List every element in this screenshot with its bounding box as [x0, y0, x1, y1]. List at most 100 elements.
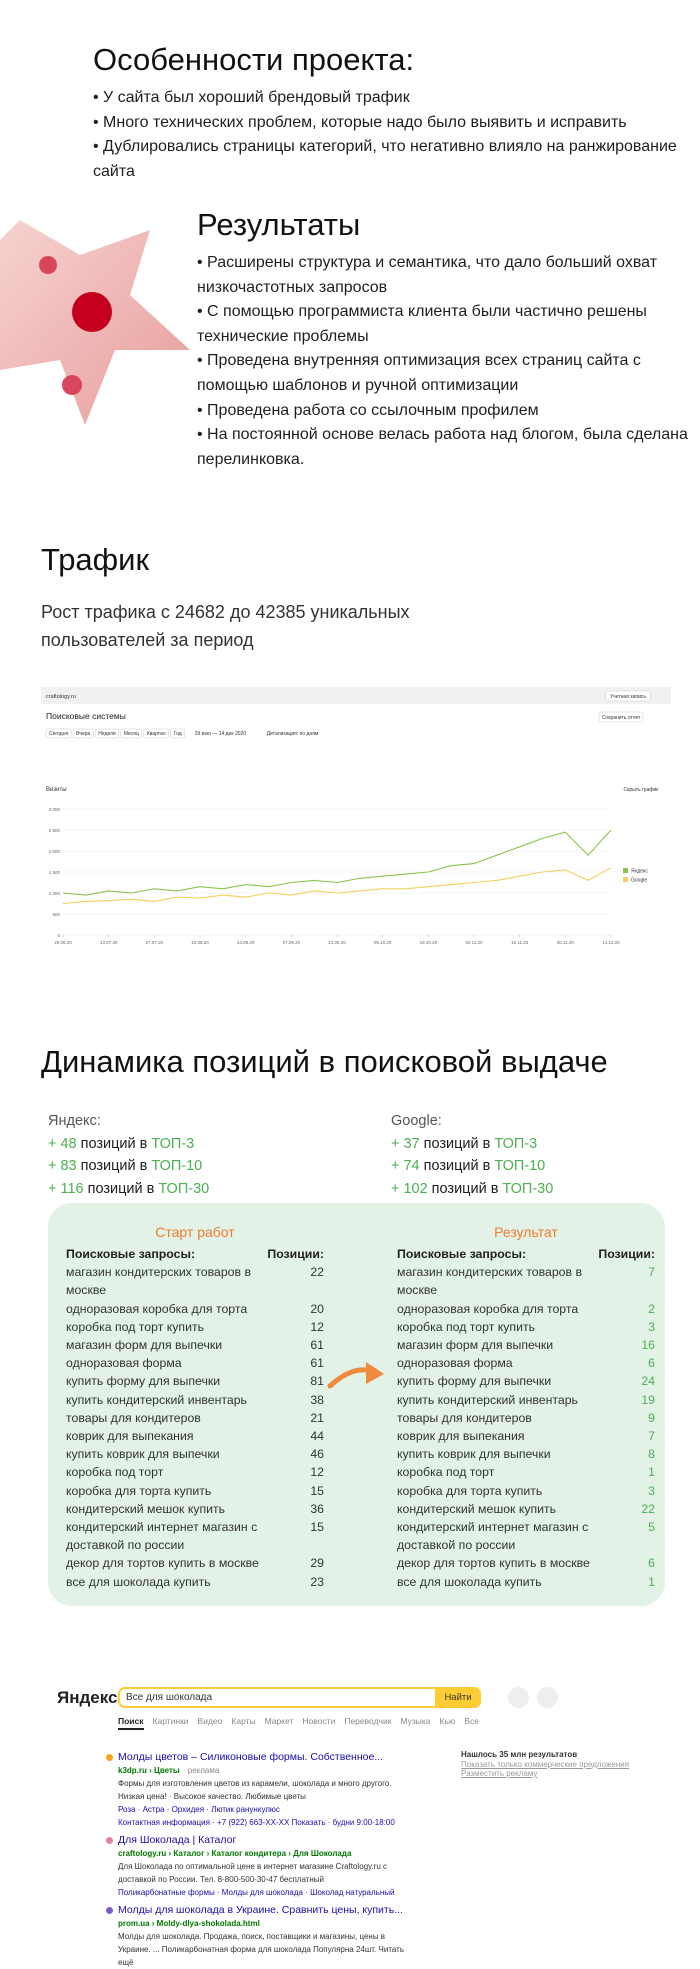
tab[interactable]: Карты — [231, 1716, 256, 1726]
icon-button[interactable] — [537, 1687, 558, 1708]
period-btn — [45, 728, 72, 739]
top-label: ТОП-3 — [151, 1135, 195, 1152]
table-row: коробка под торт купить 12 — [66, 1318, 324, 1336]
legend-label: Яндекс — [631, 869, 648, 875]
position: 7 — [648, 1265, 655, 1280]
position: 23 — [310, 1574, 324, 1589]
position: 22 — [310, 1265, 324, 1280]
x-tick-label: 02.11.20 — [465, 940, 483, 945]
save-btn — [598, 711, 644, 723]
query: кондитерский интернет магазин с доставко… — [66, 1520, 258, 1553]
result-url-line: prom.ua › Moldy-dlya-shokolada.html — [118, 1917, 418, 1930]
x-tick-label: 16.11.20 — [511, 940, 529, 945]
query: купить форму для выпечки — [397, 1374, 552, 1389]
result-url-line: k3dp.ru › Цветы реклама — [118, 1764, 418, 1777]
tab[interactable]: Поиск — [118, 1716, 144, 1730]
query: магазин кондитерских товаров в москве — [397, 1265, 582, 1298]
position: 24 — [641, 1374, 655, 1389]
legend-swatch — [623, 868, 628, 873]
query: товары для кондитеров — [66, 1410, 201, 1425]
position: 61 — [310, 1338, 324, 1353]
period-btn — [170, 728, 185, 739]
legend-label: Google — [631, 878, 647, 884]
series-line — [62, 867, 612, 905]
query: коврик для выпекания — [397, 1429, 525, 1444]
side-link[interactable]: Показать только коммерческие предложения — [461, 1759, 630, 1769]
table-row: магазин форм для выпечки 16 — [397, 1336, 655, 1354]
table-row: купить кондитерский инвентарь 38 — [66, 1391, 324, 1409]
sign: + — [391, 1158, 400, 1174]
query: декор для тортов купить в москве — [66, 1556, 259, 1571]
features: Особенности проекта: • У сайта был хороши… — [93, 40, 693, 184]
y-tick-label: 2 000 — [49, 849, 61, 854]
result-title[interactable]: Для Шоколада | Каталог — [118, 1834, 237, 1846]
tab[interactable]: Переводчик — [344, 1716, 392, 1726]
sign: + — [48, 1158, 57, 1174]
period: Год — [174, 731, 182, 737]
tab[interactable]: Музыка — [400, 1716, 431, 1726]
y-tick-label: 0 — [57, 933, 60, 938]
position: 46 — [310, 1447, 324, 1462]
series-line — [62, 829, 612, 896]
position: 81 — [310, 1374, 324, 1389]
table-row: все для шоколада купить 1 — [397, 1573, 655, 1591]
table-row: магазин кондитерских товаров в москве 22 — [66, 1263, 324, 1299]
result-url: k3dp.ru › Цветы — [118, 1766, 180, 1775]
x-tick-label: 14.12.20 — [602, 940, 620, 945]
position: 15 — [310, 1483, 324, 1498]
metrica-screenshot: craftology.ru Учетная запись Поисковые сис… — [41, 687, 671, 948]
position: 38 — [310, 1392, 324, 1407]
tab[interactable]: Картинки — [152, 1716, 189, 1726]
tab[interactable]: Все — [464, 1716, 479, 1726]
section-title: Динамика позиций в поисковой выдаче — [41, 1044, 608, 1079]
result-sitelinks[interactable]: Поликарбонатные формы · Молды для шокола… — [118, 1888, 395, 1897]
column-title: Старт работ — [155, 1224, 235, 1240]
engine-name: Google: — [391, 1113, 442, 1129]
tab[interactable]: Маркет — [264, 1716, 294, 1726]
position: 19 — [641, 1392, 655, 1407]
decor-star — [0, 220, 190, 425]
tab[interactable]: Видео — [197, 1716, 223, 1726]
query: одноразовая коробка для торта — [66, 1301, 248, 1316]
text: позиций в — [87, 1180, 155, 1197]
positions-table: Старт работ Поисковые запросы: Позиции: маг… — [48, 1203, 665, 1606]
query: одноразовая форма — [397, 1356, 513, 1371]
position: 6 — [648, 1356, 655, 1371]
result-description: Для Шоколада по оптимальной цене в интер… — [118, 1862, 388, 1884]
position: 61 — [310, 1356, 324, 1371]
search-button[interactable]: Найти — [435, 1687, 481, 1708]
search-box[interactable]: Все для шоколада Найти — [118, 1687, 481, 1708]
tab[interactable]: Новости — [302, 1716, 336, 1726]
search-query: Все для шоколада — [126, 1692, 213, 1703]
query: кондитерский мешок купить — [66, 1501, 226, 1516]
table-row: кондитерский интернет магазин с доставко… — [66, 1518, 324, 1554]
result-sitelinks[interactable]: Роза · Астра · Орхидея · Лютик ранункулю… — [118, 1805, 280, 1814]
query: магазин форм для выпечки — [397, 1338, 554, 1353]
x-tick-label: 24.08.20 — [237, 940, 255, 945]
query: купить форму для выпечки — [66, 1374, 221, 1389]
tab[interactable]: Кью — [439, 1716, 456, 1726]
result-contacts: Контактная информация · +7 (922) 663-XX-… — [118, 1818, 395, 1827]
query: коробка под торт купить — [397, 1319, 535, 1334]
icon-button[interactable] — [508, 1687, 529, 1708]
count: 37 — [403, 1135, 420, 1152]
engine-line: +74 позиций в ТОП-10 — [391, 1155, 557, 1178]
table-row: коробка под торт купить 3 — [397, 1318, 655, 1336]
position: 9 — [648, 1410, 655, 1425]
detail: Детализация: по дням — [267, 731, 319, 737]
result-title[interactable]: Молды для шоколада в Украине. Сравнить ц… — [118, 1904, 403, 1916]
bullet-item: • Много технических проблем, которые над… — [93, 113, 627, 131]
position: 20 — [310, 1301, 324, 1316]
side-link[interactable]: Разместить рекламу — [461, 1769, 538, 1778]
position-header: Позиции: — [267, 1247, 324, 1261]
result-title[interactable]: Молды цветов – Силиконовые формы. Собств… — [118, 1751, 384, 1763]
position: 12 — [310, 1465, 324, 1480]
table-row: товары для кондитеров 9 — [397, 1409, 655, 1427]
query: кондитерский интернет магазин с доставко… — [397, 1520, 589, 1553]
table-header: Поисковые запросы: Позиции: — [66, 1245, 324, 1263]
engine-line: +116 позиций в ТОП-30 — [48, 1178, 213, 1201]
period: Месяц — [124, 731, 139, 737]
table-row: коробка под торт 1 — [397, 1463, 655, 1481]
position-header: Позиции: — [598, 1247, 655, 1261]
bullet-item: • У сайта был хороший брендовый трафик — [93, 89, 410, 106]
